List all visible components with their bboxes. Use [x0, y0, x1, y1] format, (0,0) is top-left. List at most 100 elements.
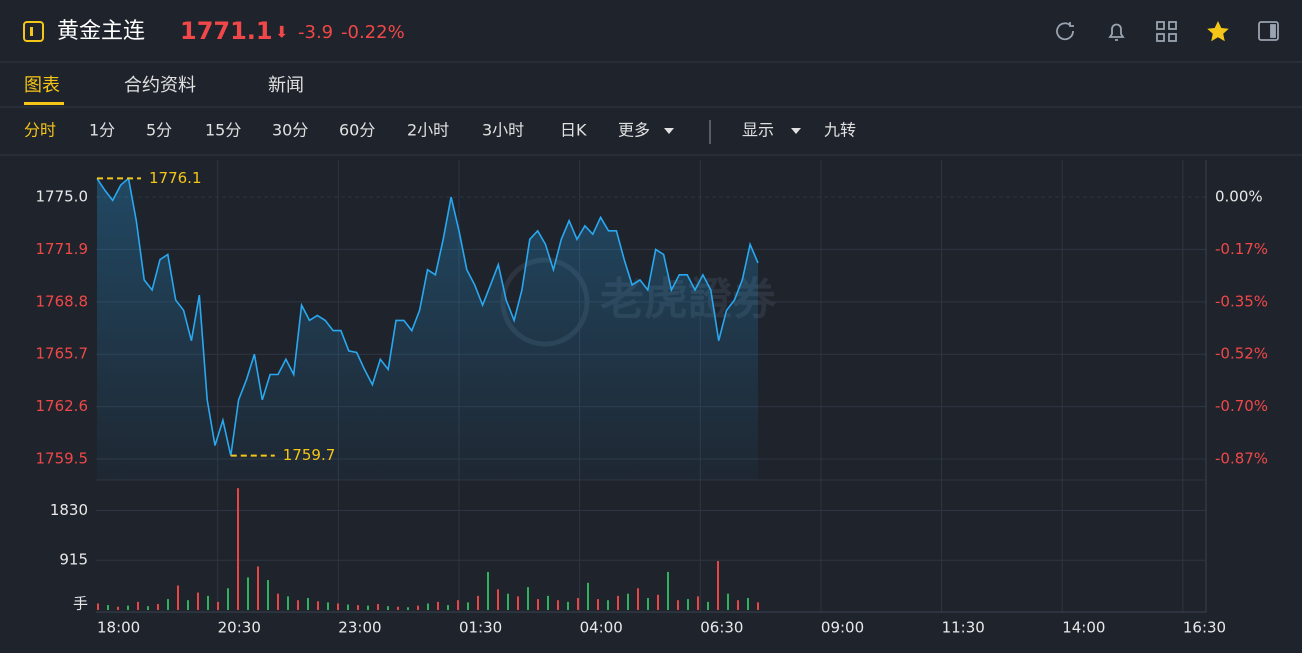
- volume-bar: [717, 561, 719, 610]
- x-tick-label: 18:00: [97, 619, 140, 637]
- volume-bar: [387, 606, 389, 610]
- y-tick-label: 1768.8: [36, 292, 89, 310]
- period[interactable]: 5分: [146, 121, 172, 140]
- price-line: [96, 176, 759, 456]
- volume-bar: [567, 601, 569, 610]
- nine-turn[interactable]: 九转: [824, 121, 856, 140]
- volume-bar: [667, 571, 669, 610]
- more[interactable]: 更多: [618, 121, 650, 140]
- period[interactable]: 3小时: [482, 121, 524, 140]
- volume-bar: [327, 602, 329, 610]
- volume-bar: [737, 600, 739, 610]
- volume-bar: [197, 592, 199, 610]
- volume-tick-label: 915: [59, 551, 88, 569]
- volume-bar: [527, 587, 529, 610]
- min-label: 1759.7: [283, 446, 336, 464]
- volume-bar: [167, 599, 169, 610]
- volume-bar: [377, 604, 379, 610]
- volume-bar: [277, 593, 279, 610]
- volume-bar: [557, 600, 559, 610]
- tab[interactable]: 图表: [24, 75, 60, 96]
- volume-bar: [647, 598, 649, 610]
- y-tick-label: 1775.0: [36, 188, 89, 206]
- volume-bar: [477, 595, 479, 610]
- volume-bar: [287, 596, 289, 610]
- x-tick-label: 09:00: [821, 619, 864, 637]
- volume-bar: [597, 599, 599, 610]
- refresh-icon[interactable]: [1056, 22, 1074, 41]
- volume-bar: [547, 595, 549, 610]
- volume-bar: [607, 600, 609, 610]
- tab[interactable]: 新闻: [268, 75, 304, 96]
- x-tick-label: 01:30: [459, 619, 502, 637]
- volume-bar: [487, 571, 489, 610]
- y2-tick-label: -0.35%: [1215, 292, 1268, 310]
- y-tick-label: 1771.9: [36, 240, 89, 258]
- period[interactable]: 2小时: [407, 121, 449, 140]
- volume-bar: [697, 596, 699, 610]
- tab-underline: [24, 102, 64, 105]
- volume-bar: [397, 606, 399, 610]
- volume-bar: [237, 488, 239, 610]
- price-area: [97, 178, 758, 480]
- volume-bar: [517, 596, 519, 610]
- volume-bar: [457, 600, 459, 610]
- volume-bar: [627, 593, 629, 610]
- period[interactable]: 60分: [339, 121, 375, 140]
- volume-bar: [687, 599, 689, 610]
- panel-icon[interactable]: [1258, 21, 1279, 41]
- volume-bar: [637, 588, 639, 610]
- volume-tick-label: 1830: [50, 501, 88, 519]
- volume-bar: [117, 606, 119, 610]
- volume-bar: [227, 588, 229, 610]
- max-label: 1776.1: [149, 169, 202, 187]
- display[interactable]: 显示: [742, 121, 774, 140]
- period[interactable]: 30分: [272, 121, 308, 140]
- volume-bar: [747, 598, 749, 610]
- volume-bar: [177, 585, 179, 610]
- volume-bar: [467, 602, 469, 610]
- price: 1771.1: [180, 17, 273, 45]
- y2-tick-label: -0.52%: [1215, 345, 1268, 363]
- volume-bar: [587, 582, 589, 610]
- period[interactable]: 15分: [205, 121, 241, 140]
- x-tick-label: 04:00: [580, 619, 623, 637]
- tab[interactable]: 合约资料: [124, 75, 196, 96]
- y-tick-label: 1762.6: [36, 397, 89, 415]
- volume-bar: [427, 603, 429, 610]
- y2-tick-label: -0.17%: [1215, 240, 1268, 258]
- volume-bar: [157, 604, 159, 610]
- x-tick-label: 23:00: [338, 619, 381, 637]
- volume-bar: [347, 604, 349, 610]
- x-tick-label: 20:30: [218, 619, 261, 637]
- period[interactable]: 分时: [24, 121, 56, 140]
- x-tick-label: 06:30: [700, 619, 743, 637]
- volume-bar: [617, 595, 619, 610]
- grid-icon[interactable]: [1156, 21, 1177, 42]
- volume-bar: [307, 598, 309, 610]
- y-tick-label: 1759.5: [36, 450, 89, 468]
- chart: 老虎證券1775.01771.91768.81765.71762.61759.5…: [36, 160, 1268, 637]
- volume-bar: [187, 600, 189, 610]
- volume-bar: [127, 605, 129, 610]
- volume-bar: [417, 605, 419, 610]
- volume-bar: [407, 607, 409, 610]
- period[interactable]: 日K: [560, 121, 587, 140]
- volume-unit: 手: [73, 595, 88, 613]
- volume-bar: [207, 595, 209, 610]
- volume-bar: [107, 605, 109, 610]
- volume-bar: [137, 601, 139, 610]
- volume-bar: [357, 605, 359, 610]
- volume-bar: [577, 598, 579, 610]
- star-icon[interactable]: [1207, 21, 1229, 42]
- volume-bar: [507, 593, 509, 610]
- volume-bar: [537, 599, 539, 610]
- volume-bar: [147, 606, 149, 610]
- period[interactable]: 1分: [89, 121, 115, 140]
- title: 黄金主连: [57, 19, 145, 44]
- volume-bar: [367, 605, 369, 610]
- x-tick-label: 11:30: [942, 619, 985, 637]
- bell-icon[interactable]: [1108, 23, 1125, 41]
